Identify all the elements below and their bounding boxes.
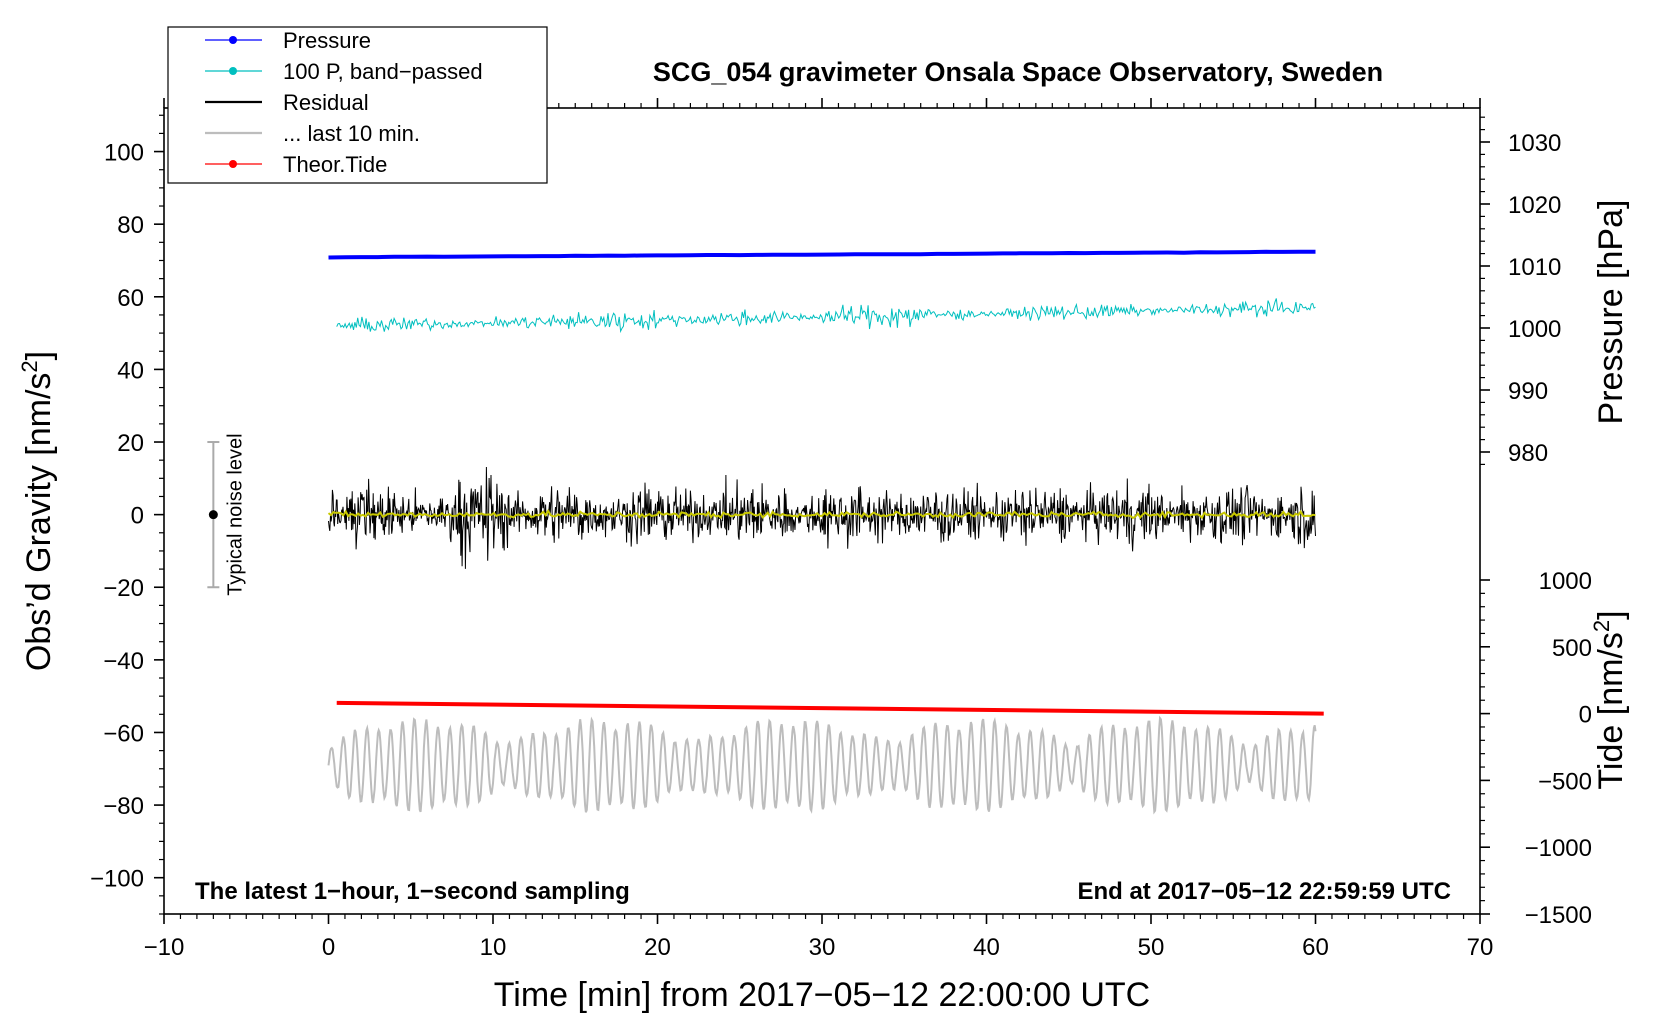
pressure-tick-label: 1020 [1508, 192, 1561, 219]
legend-label-pressure: Pressure [283, 28, 371, 53]
y-tick-label-left: 100 [104, 140, 144, 167]
pressure-tick-label: 1000 [1508, 316, 1561, 343]
series-pressure [328, 249, 1316, 260]
y-tick-label-left: 40 [117, 357, 144, 384]
y-tick-label-left: −60 [103, 720, 144, 747]
legend-box [167, 26, 548, 184]
tide-tick-label: −1000 [1525, 835, 1592, 862]
x-tick-label: 20 [644, 934, 671, 961]
x-tick-label: 50 [1138, 934, 1165, 961]
x-tick-label: 10 [480, 934, 507, 961]
typical-noise-marker: Typical noise level [207, 433, 246, 596]
legend-marker-1 [229, 67, 237, 75]
legend-label-band-passed: 100 P, band−passed [283, 59, 483, 84]
x-axis-title: Time [min] from 2017−05−12 22:00:00 UTC [494, 976, 1150, 1014]
series-theor-tide [336, 700, 1324, 716]
series-residual-smoothed [327, 509, 1316, 520]
tide-tick-label: 1000 [1539, 568, 1592, 595]
x-tick-label: −10 [144, 934, 185, 961]
pressure-tick-label: 980 [1508, 440, 1548, 467]
residual-smoothed-line [327, 509, 1316, 520]
y-axis-title-pressure: Pressure [hPa] [1592, 200, 1630, 425]
y-axis-title-tide: Tide [nm/s2] [1589, 610, 1630, 789]
series-band-passed-pressure [336, 298, 1316, 334]
tide-tick-label: −1500 [1525, 902, 1592, 929]
axis-tick-labels: −10 0 10 20 30 40 50 60 70−100−80−60−40−20020406… [90, 130, 1592, 961]
noise-label: Typical noise level [224, 433, 246, 595]
y-tick-label-left: 60 [117, 285, 144, 312]
tide-tick-label: 0 [1579, 702, 1592, 729]
last-10-min-line [327, 715, 1317, 815]
y-axis-title-left: Obs’d Gravity [nm/s2] [17, 351, 58, 671]
x-tick-label: 40 [973, 934, 1000, 961]
y-tick-label-left: −100 [90, 866, 144, 893]
pressure-line [328, 249, 1316, 260]
pressure-tick-label: 1030 [1508, 130, 1561, 157]
band-passed-line [336, 298, 1316, 334]
y-tick-label-left: −40 [103, 648, 144, 675]
legend-marker-4 [229, 160, 237, 168]
x-tick-label: 30 [809, 934, 836, 961]
tide-line [336, 700, 1324, 716]
legend: Pressure 100 P, band−passed Residual ...… [167, 26, 548, 184]
legend-marker-0 [229, 36, 237, 44]
series-residual [328, 466, 1316, 569]
y-tick-label-left: 20 [117, 430, 144, 457]
y-tick-label-left: −20 [103, 575, 144, 602]
y-tick-label-left: 80 [117, 212, 144, 239]
y-tick-label-left: 0 [131, 503, 144, 530]
legend-label-theor-tide: Theor.Tide [283, 152, 387, 177]
end-time-note: End at 2017−05−12 22:59:59 UTC [1077, 878, 1451, 905]
sampling-note: The latest 1−hour, 1−second sampling [195, 878, 630, 905]
x-tick-label: 0 [322, 934, 335, 961]
pressure-tick-label: 990 [1508, 378, 1548, 405]
noise-center-dot [208, 510, 218, 520]
chart-title: SCG_054 gravimeter Onsala Space Observat… [653, 57, 1383, 87]
series-last-10-min [327, 715, 1317, 815]
y-tick-label-left: −80 [103, 793, 144, 820]
residual-line [328, 466, 1316, 569]
tide-tick-label: 500 [1552, 635, 1592, 662]
x-tick-label: 70 [1467, 934, 1494, 961]
x-tick-label: 60 [1302, 934, 1329, 961]
pressure-tick-label: 1010 [1508, 254, 1561, 281]
legend-label-last-10-min: ... last 10 min. [283, 121, 420, 146]
legend-label-residual: Residual [283, 90, 369, 115]
tide-tick-label: −500 [1538, 768, 1592, 795]
